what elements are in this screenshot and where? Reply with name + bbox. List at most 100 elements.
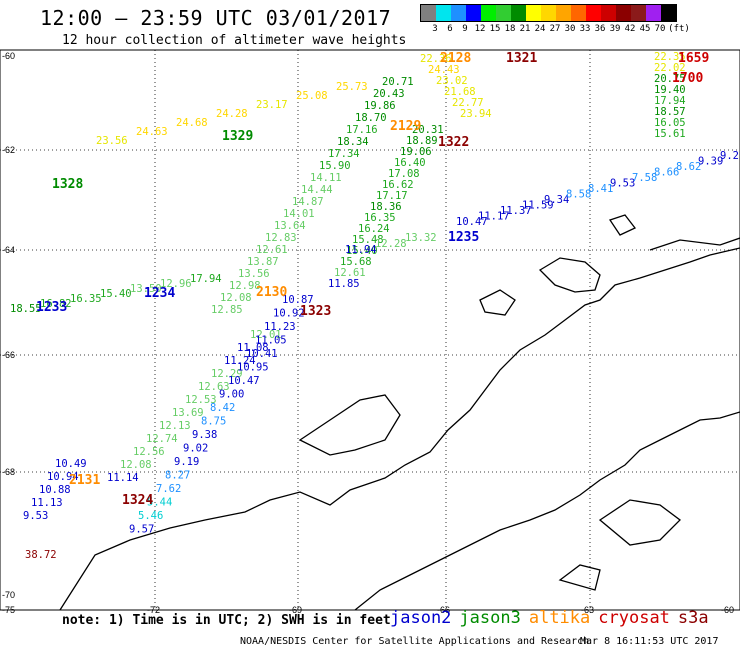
swh-value: 11.17 <box>478 211 510 223</box>
swh-value: 15.40 <box>346 245 378 257</box>
legend-swatch <box>466 5 481 21</box>
swh-value: 7.62 <box>156 483 181 495</box>
swh-value: 13.69 <box>172 407 204 419</box>
axis-labels: -60 -62 -64 -66 -68 -70 -75 -72 -69 -66 … <box>2 51 734 615</box>
swh-value: 22.36 <box>420 53 452 65</box>
legend-tick-label: 15 <box>489 24 501 34</box>
swh-value: 9.38 <box>192 429 217 441</box>
island-outline <box>598 499 681 546</box>
swh-value: 25.08 <box>296 90 328 102</box>
swh-value: 22.02 <box>654 62 686 74</box>
swh-value: 14.44 <box>301 184 333 196</box>
swh-value: 10.87 <box>282 294 314 306</box>
swh-value: 19.86 <box>364 100 396 112</box>
map-frame <box>0 49 740 611</box>
swh-value: 12.01 <box>250 329 282 341</box>
lon-label: -72 <box>147 605 160 615</box>
swh-value: 20.75 <box>654 73 686 85</box>
swh-value: 12.74 <box>146 433 178 445</box>
legend-swatch <box>601 5 616 21</box>
legend-tick-label: 27 <box>549 24 561 34</box>
legend-swatch <box>496 5 511 21</box>
swh-value: 13.56 <box>238 268 270 280</box>
swh-value: 22.35 <box>654 51 686 63</box>
swh-value: 5.44 <box>147 497 172 509</box>
swh-value: 18.57 <box>654 106 686 118</box>
swh-value: 15.40 <box>100 288 132 300</box>
swh-value: 12.08 <box>220 292 252 304</box>
swh-value: 11.08 <box>237 342 269 354</box>
swh-value: 8.27 <box>165 470 190 482</box>
island-outline <box>558 564 601 591</box>
swh-value: 20.71 <box>382 76 414 88</box>
swh-value: 19.40 <box>654 84 686 96</box>
swh-value: 23.94 <box>460 108 492 120</box>
legend-swatch <box>481 5 496 21</box>
satellite-legend: jason2 jason3 altika cryosat s3a <box>390 608 717 628</box>
swh-value: 14.01 <box>283 208 315 220</box>
swh-value: 16.05 <box>654 117 686 129</box>
color-legend: 3 6 9 12 15 18 21 24 27 30 33 36 39 42 45 70 (ft) <box>420 4 690 34</box>
legend-tick-label: 36 <box>594 24 606 34</box>
swh-value: 13.87 <box>247 256 279 268</box>
lat-label: -64 <box>2 245 15 255</box>
swh-value: 12.83 <box>265 232 297 244</box>
legend-tick-label: 3 <box>432 24 438 34</box>
legend-swatch <box>571 5 586 21</box>
time-label: 1321 <box>506 51 537 66</box>
legend-ticks: 3 6 9 12 15 18 21 24 27 30 33 36 39 42 45 70 (ft) <box>420 22 690 34</box>
swh-value: 10.47 <box>228 375 260 387</box>
legend-swatch <box>541 5 556 21</box>
legend-swatch <box>556 5 571 21</box>
swh-value: 13.32 <box>405 232 437 244</box>
swh-value: 38.72 <box>25 549 57 561</box>
swh-value: 13.64 <box>274 220 306 232</box>
swh-value: 15.68 <box>340 256 372 268</box>
swh-value: 9.19 <box>174 456 199 468</box>
time-label: 1329 <box>222 129 253 144</box>
page-title: 12:00 – 23:59 UTC 03/01/2017 <box>40 6 392 30</box>
swh-value: 16.24 <box>358 223 390 235</box>
swh-value: 12.56 <box>133 446 165 458</box>
swh-value: 11.59 <box>522 200 554 212</box>
swh-value: 9.00 <box>219 389 244 401</box>
time-label: 1700 <box>672 71 703 86</box>
swh-value: 7.58 <box>632 172 657 184</box>
swh-value: 16.35 <box>70 293 102 305</box>
swh-value: 10.88 <box>39 484 71 496</box>
swh-value: 14.11 <box>310 172 342 184</box>
swh-value: 25.73 <box>336 81 368 93</box>
time-label: 1235 <box>448 230 479 245</box>
swh-value: 24.28 <box>216 108 248 120</box>
swh-value: 15.90 <box>319 160 351 172</box>
legend-tick-label: 33 <box>579 24 591 34</box>
swh-value: 16.35 <box>364 212 396 224</box>
swh-value: 17.94 <box>190 273 222 285</box>
island-outline <box>538 257 601 293</box>
swh-value: 12.29 <box>211 368 243 380</box>
satellite-name: cryosat <box>598 608 670 628</box>
swh-value: 11.24 <box>224 355 256 367</box>
swh-value: 24.63 <box>136 126 168 138</box>
swh-value: 9.57 <box>129 524 154 536</box>
swh-value: 10.47 <box>456 216 488 228</box>
swh-value: 8.62 <box>676 161 701 173</box>
swh-value: 9.02 <box>183 443 208 455</box>
swh-value: 12.61 <box>334 267 366 279</box>
peninsula-coast <box>59 247 740 611</box>
lat-label: -66 <box>2 350 15 360</box>
legend-tick-label: 12 <box>474 24 486 34</box>
legend-swatch <box>661 5 676 21</box>
swh-value: 8.58 <box>566 189 591 201</box>
swh-value: 18.55 <box>10 303 42 315</box>
time-label: 1234 <box>144 286 175 301</box>
time-labels: 2128 1321 1659 1700 1329 2129 1322 1328 1235 1234… <box>36 51 709 508</box>
legend-swatch <box>646 5 661 21</box>
swh-value: 14.87 <box>292 196 324 208</box>
swh-value: 12.85 <box>211 304 243 316</box>
swh-value: 16.82 <box>40 298 72 310</box>
swh-value: 11.23 <box>264 321 296 333</box>
swh-value: 11.94 <box>345 244 377 256</box>
timestamp: Mar 8 16:11:53 UTC 2017 <box>580 636 719 647</box>
